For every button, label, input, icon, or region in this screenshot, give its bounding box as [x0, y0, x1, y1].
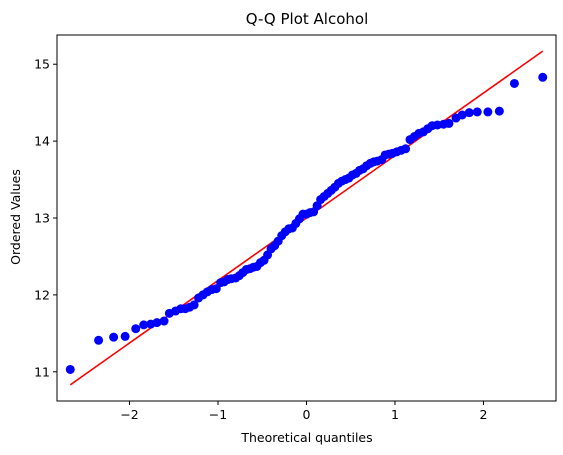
data-point-84: [472, 107, 482, 117]
data-point-85: [483, 107, 493, 117]
data-point-83: [464, 108, 474, 118]
y-axis-ticks: 11 12 13 14 15: [34, 57, 57, 379]
y-tick-label: 13: [34, 211, 50, 226]
y-tick-label: 11: [34, 364, 50, 379]
data-point-71: [401, 144, 411, 154]
data-point-2: [109, 332, 119, 342]
data-point-82: [457, 110, 467, 120]
y-tick-label: 14: [34, 134, 50, 149]
data-point-87: [509, 78, 519, 88]
x-tick-label: 1: [391, 407, 399, 422]
chart-title: Q-Q Plot Alcohol: [246, 10, 369, 28]
x-tick-label: 2: [479, 407, 487, 422]
data-point-3: [120, 331, 130, 341]
data-point-14: [189, 300, 199, 310]
x-tick-label: −2: [120, 407, 138, 422]
axes-frame: [56, 34, 557, 402]
data-point-7: [152, 318, 162, 328]
data-point-1: [94, 335, 104, 345]
data-point-4: [131, 324, 141, 334]
data-point-86: [494, 106, 504, 116]
x-tick-label: −1: [209, 407, 227, 422]
x-axis-label: Theoretical quantiles: [240, 430, 372, 445]
data-point-8: [159, 316, 169, 326]
data-point-88: [538, 72, 548, 82]
y-tick-label: 15: [34, 57, 50, 72]
x-tick-label: 0: [303, 407, 311, 422]
data-point-0: [65, 364, 75, 374]
data-point-80: [444, 118, 454, 128]
y-tick-label: 12: [34, 287, 50, 302]
scatter-points: [65, 72, 548, 374]
x-axis-ticks: −2 −1 0 1 2: [120, 401, 487, 422]
data-point-5: [139, 320, 149, 330]
y-axis-label: Ordered Values: [8, 169, 23, 265]
